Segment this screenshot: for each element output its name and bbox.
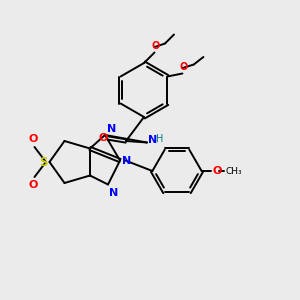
Text: O: O [28, 134, 38, 144]
Text: O: O [212, 166, 221, 176]
Text: O: O [99, 133, 108, 143]
Text: CH₃: CH₃ [226, 167, 242, 176]
Text: N: N [148, 135, 158, 146]
Text: N: N [106, 124, 116, 134]
Text: N: N [110, 188, 119, 198]
Text: O: O [151, 41, 160, 51]
Text: S: S [40, 155, 48, 169]
Text: O: O [28, 180, 38, 190]
Text: O: O [179, 62, 188, 72]
Text: N: N [122, 155, 132, 166]
Text: H: H [156, 134, 164, 145]
